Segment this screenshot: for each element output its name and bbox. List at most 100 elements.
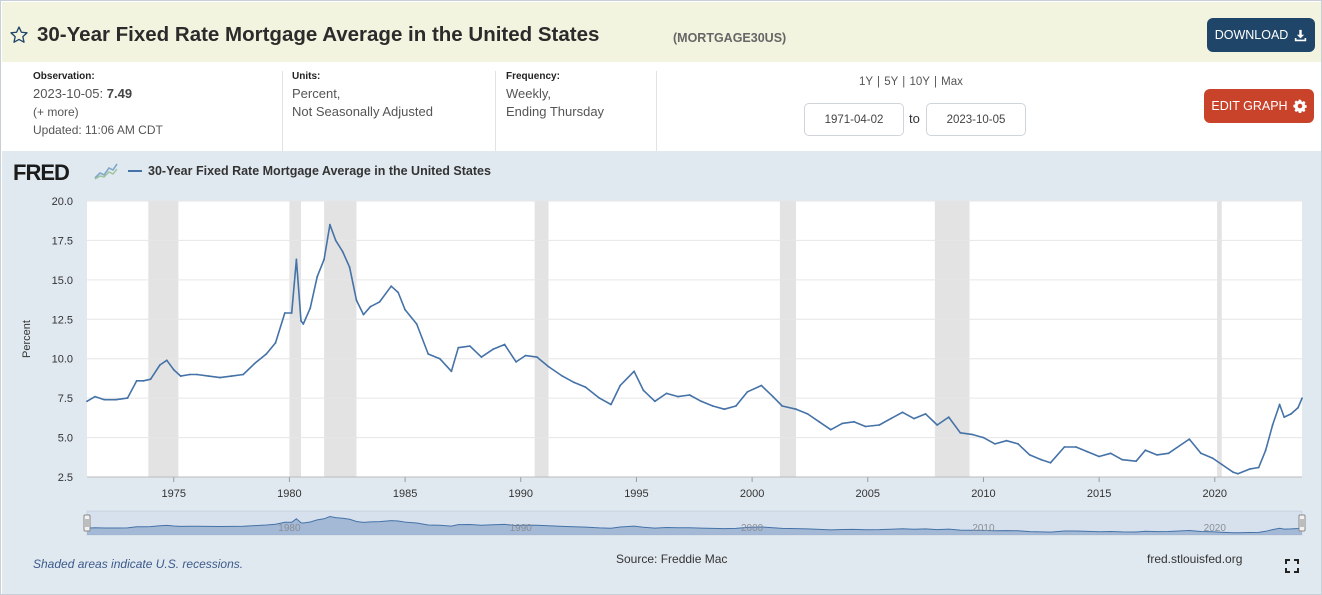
data-point bbox=[654, 400, 656, 403]
data-point bbox=[415, 323, 418, 325]
data-point bbox=[316, 275, 319, 278]
site-link[interactable]: fred.stlouisfed.org bbox=[1147, 552, 1243, 566]
data-point bbox=[610, 403, 612, 406]
divider bbox=[282, 71, 283, 151]
frequency-line-2: Ending Thursday bbox=[506, 104, 605, 119]
data-point bbox=[584, 386, 587, 388]
data-point bbox=[103, 398, 106, 401]
data-point bbox=[438, 357, 441, 360]
data-point bbox=[864, 425, 867, 428]
navigator-tick-label: 2000 bbox=[741, 523, 764, 534]
data-point bbox=[723, 408, 726, 411]
data-point bbox=[1063, 446, 1066, 448]
divider bbox=[495, 71, 496, 151]
data-point bbox=[547, 365, 550, 368]
data-point bbox=[781, 405, 784, 407]
x-tick-label: 2015 bbox=[1087, 488, 1111, 500]
data-point bbox=[735, 405, 737, 407]
data-point bbox=[853, 420, 855, 423]
data-point bbox=[1220, 463, 1223, 466]
start-date-input[interactable]: 1971-04-02 bbox=[804, 103, 904, 136]
data-point bbox=[1290, 413, 1292, 415]
download-label: DOWNLOAD bbox=[1214, 28, 1289, 42]
data-point bbox=[890, 417, 892, 420]
data-point bbox=[1040, 458, 1043, 461]
x-tick-label: 1985 bbox=[393, 488, 417, 500]
data-point bbox=[334, 239, 337, 242]
divider bbox=[656, 71, 657, 151]
data-point bbox=[149, 378, 152, 381]
units-info: Units: Percent, Not Seasonally Adjusted bbox=[292, 71, 433, 121]
y-tick-label: 5.0 bbox=[58, 433, 73, 445]
navigator-line bbox=[86, 515, 1303, 534]
data-point bbox=[492, 348, 494, 351]
data-point bbox=[1297, 406, 1299, 409]
data-point bbox=[172, 368, 175, 371]
download-icon bbox=[1295, 29, 1307, 41]
data-point bbox=[94, 395, 96, 398]
data-point bbox=[1135, 460, 1137, 463]
navigator-tick-label: 2010 bbox=[972, 523, 995, 534]
end-date-input[interactable]: 2023-10-05 bbox=[926, 103, 1026, 136]
edit-graph-button[interactable]: EDIT GRAPH bbox=[1204, 89, 1314, 123]
fullscreen-icon[interactable] bbox=[1285, 559, 1299, 573]
data-point bbox=[536, 356, 538, 358]
chart-area: 2.5 5.0 7.5 10.0 12.5 15.0 17.5 20.0 1975 1980 198… bbox=[2, 151, 1322, 595]
data-point bbox=[1109, 452, 1112, 455]
data-point bbox=[253, 362, 256, 365]
observation-label: Observation: bbox=[33, 71, 95, 82]
data-point bbox=[515, 361, 517, 363]
data-point bbox=[760, 384, 763, 387]
observation-date: 2023-10-05: bbox=[33, 86, 104, 101]
data-point bbox=[524, 354, 527, 357]
data-point bbox=[283, 312, 286, 314]
range-5y[interactable]: 5Y bbox=[884, 76, 899, 88]
x-tick-label: 1995 bbox=[624, 488, 648, 500]
data-point bbox=[829, 428, 832, 431]
data-point bbox=[341, 250, 344, 253]
navigator-tick-label: 2020 bbox=[1204, 523, 1227, 534]
data-point bbox=[1301, 397, 1303, 400]
data-point bbox=[642, 389, 645, 392]
data-point bbox=[806, 413, 809, 415]
data-point bbox=[480, 356, 483, 358]
data-point bbox=[165, 359, 168, 362]
data-point bbox=[1144, 449, 1147, 452]
data-point bbox=[503, 343, 506, 346]
data-point bbox=[1257, 466, 1260, 469]
observation-more-link[interactable]: (+ more) bbox=[33, 105, 79, 119]
data-point bbox=[469, 345, 471, 347]
x-tick-label: 1980 bbox=[277, 488, 301, 500]
data-point bbox=[390, 285, 393, 288]
navigator-tick-label: 1980 bbox=[278, 523, 301, 534]
units-label: Units: bbox=[292, 71, 321, 82]
x-tick-label: 1975 bbox=[162, 488, 186, 500]
navigator-left-handle[interactable] bbox=[83, 514, 91, 532]
y-tick-label: 15.0 bbox=[52, 275, 73, 287]
data-point bbox=[1264, 449, 1267, 452]
data-point bbox=[795, 408, 797, 411]
y-tick-label: 7.5 bbox=[58, 393, 73, 405]
navigator-right-handle[interactable] bbox=[1298, 514, 1306, 532]
frequency-line-1: Weekly, bbox=[506, 86, 552, 101]
edit-graph-label: EDIT GRAPH bbox=[1211, 99, 1288, 113]
data-point bbox=[242, 373, 245, 376]
data-point bbox=[924, 413, 927, 415]
data-point bbox=[1086, 450, 1089, 453]
units-line-2: Not Seasonally Adjusted bbox=[292, 104, 433, 119]
data-point bbox=[142, 379, 145, 382]
y-tick-label: 2.5 bbox=[58, 472, 73, 484]
range-10y[interactable]: 10Y bbox=[909, 76, 930, 88]
data-point bbox=[1098, 455, 1100, 458]
download-button[interactable]: DOWNLOAD bbox=[1207, 18, 1315, 52]
line-chart[interactable]: 2.5 5.0 7.5 10.0 12.5 15.0 17.5 20.0 1975 1980 198… bbox=[2, 151, 1322, 595]
star-outline-icon[interactable] bbox=[9, 25, 29, 45]
data-point bbox=[947, 416, 950, 418]
data-point bbox=[1121, 458, 1124, 461]
range-max[interactable]: Max bbox=[941, 76, 963, 88]
navigator-tick-label: 1990 bbox=[510, 523, 533, 534]
range-1y[interactable]: 1Y bbox=[859, 76, 873, 88]
frequency-label: Frequency: bbox=[506, 71, 560, 82]
data-point bbox=[179, 375, 182, 377]
